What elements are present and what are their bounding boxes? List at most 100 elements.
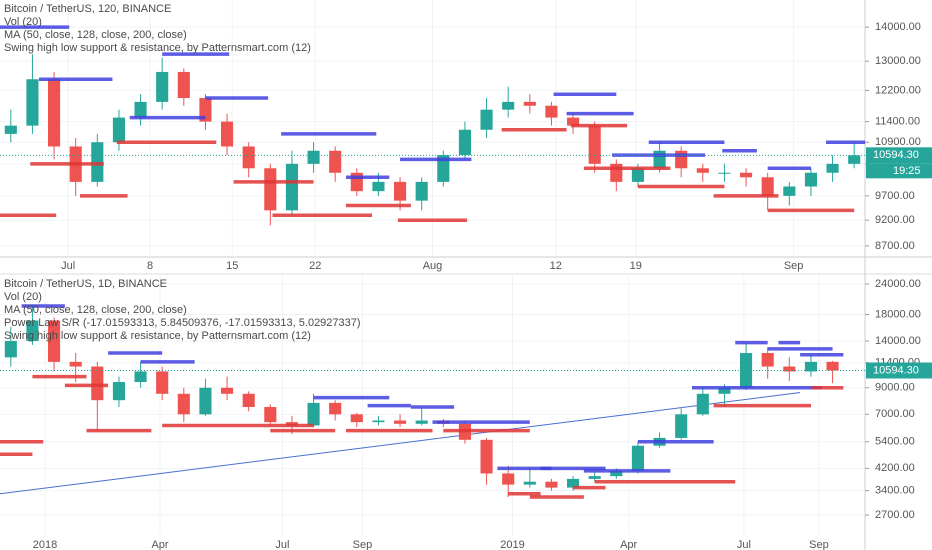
candle-body	[480, 439, 493, 474]
candle-body	[156, 71, 169, 102]
candle-body	[783, 186, 796, 196]
y-tick-label: 2700.00	[875, 509, 915, 521]
x-tick-label: Apr	[151, 539, 168, 550]
y-tick-label: 12200.00	[875, 84, 921, 96]
candle-body	[264, 407, 277, 423]
x-tick-label: 22	[309, 260, 321, 272]
candle-body	[307, 150, 320, 164]
last-price-label: 10594.30	[873, 149, 919, 161]
candle-body	[740, 353, 753, 388]
candle-body	[502, 101, 515, 110]
candle-body	[177, 71, 190, 99]
candle-body	[112, 382, 125, 401]
countdown-label: 19:25	[893, 165, 921, 177]
candle-body	[761, 177, 774, 196]
candle-body	[69, 361, 82, 367]
legend-text: Power Law S/R (-17.01593313, 5.84509376,…	[4, 317, 361, 329]
candle-body	[523, 481, 536, 485]
candle-body	[696, 393, 709, 415]
y-tick-label: 13000.00	[875, 55, 921, 67]
x-tick-label: 8	[147, 260, 153, 272]
candle-body	[631, 445, 644, 471]
last-price-tag	[866, 362, 932, 379]
y-tick-label: 9000.00	[875, 382, 915, 394]
candle-body	[588, 476, 601, 479]
legend-text: Swing high low support & resistance, by …	[4, 330, 311, 342]
x-tick-label: Sep	[784, 260, 804, 272]
candle-body	[329, 150, 342, 173]
candle-body	[718, 172, 731, 174]
candle-body	[718, 387, 731, 394]
candle-body	[696, 168, 709, 173]
candle-body	[567, 117, 580, 126]
y-tick-label: 3400.00	[875, 485, 915, 497]
x-tick-label: Jul	[61, 260, 75, 272]
legend-text: Vol (20)	[4, 16, 42, 28]
y-tick-label: 5400.00	[875, 436, 915, 448]
candle-body	[631, 168, 644, 182]
candle-body	[134, 101, 147, 118]
candle-body	[394, 420, 407, 424]
candle-body	[437, 155, 450, 182]
x-tick-label: 12	[550, 260, 562, 272]
candle-body	[4, 341, 17, 358]
x-tick-label: Jul	[275, 539, 289, 550]
y-tick-label: 4200.00	[875, 462, 915, 474]
candle-body	[221, 387, 234, 394]
candle-body	[26, 79, 39, 126]
candle-body	[285, 163, 298, 211]
candle-body	[545, 105, 558, 118]
x-tick-label: 2018	[33, 539, 57, 550]
x-tick-label: Sep	[809, 539, 829, 550]
candle-body	[4, 125, 17, 134]
candle-body	[415, 181, 428, 201]
candle-body	[329, 402, 342, 415]
candle-body	[156, 371, 169, 394]
candle-body	[372, 420, 385, 423]
y-tick-label: 14000.00	[875, 335, 921, 347]
candle-body	[26, 320, 39, 342]
candle-body	[610, 470, 623, 477]
x-tick-label: 19	[630, 260, 642, 272]
candle-body	[826, 163, 839, 173]
candle-body	[761, 353, 774, 367]
candle-body	[545, 481, 558, 488]
candle-body	[804, 361, 817, 372]
candle-body	[48, 79, 61, 147]
candle-body	[740, 172, 753, 178]
candle-body	[199, 387, 212, 415]
legend-text: Bitcoin / TetherUS, 1D, BINANCE	[4, 278, 167, 290]
candle-body	[134, 371, 147, 383]
candle-body	[242, 393, 255, 408]
y-tick-label: 9200.00	[875, 214, 915, 226]
candle-body	[242, 146, 255, 169]
trendline	[0, 392, 801, 495]
candle-body	[502, 473, 515, 485]
candle-body	[91, 142, 104, 182]
candle-body	[480, 109, 493, 130]
y-tick-label: 9700.00	[875, 190, 915, 202]
y-tick-label: 18000.00	[875, 308, 921, 320]
candle-body	[372, 181, 385, 192]
x-tick-label: Apr	[620, 539, 637, 550]
legend-text: MA (50, close, 128, close, 200, close)	[4, 29, 187, 41]
legend-text: MA (50, close, 128, close, 200, close)	[4, 304, 187, 316]
candle-body	[783, 366, 796, 372]
candle-body	[264, 168, 277, 211]
y-tick-label: 10900.00	[875, 136, 921, 148]
candle-body	[567, 478, 580, 488]
last-price-label: 10594.30	[873, 364, 919, 376]
legend-text: Vol (20)	[4, 291, 42, 303]
legend-text: Swing high low support & resistance, by …	[4, 42, 311, 54]
x-tick-label: Aug	[423, 260, 443, 272]
candle-body	[804, 172, 817, 187]
y-tick-label: 24000.00	[875, 278, 921, 290]
candle-body	[458, 129, 471, 156]
last-price-tag	[866, 147, 932, 164]
y-tick-label: 11400.00	[875, 116, 920, 128]
x-tick-label: 2019	[500, 539, 524, 550]
legend-text: Bitcoin / TetherUS, 120, BINANCE	[4, 3, 171, 15]
candle-body	[199, 98, 212, 122]
